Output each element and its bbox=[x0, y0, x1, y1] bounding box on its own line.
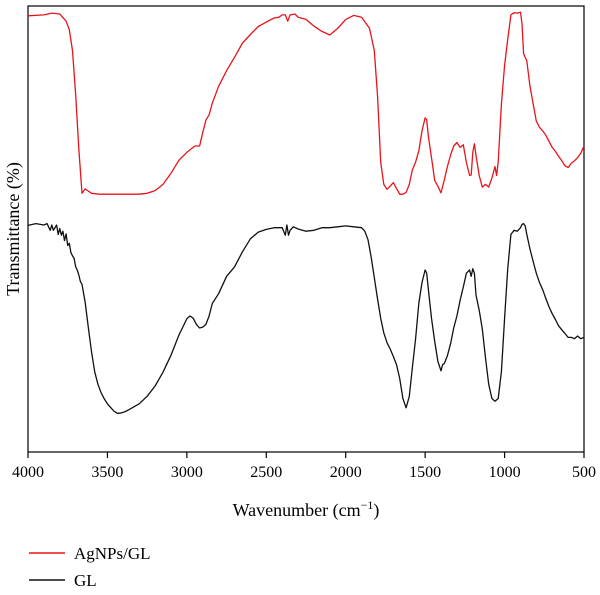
x-axis-title: Wavenumber (cm−1) bbox=[233, 498, 380, 521]
x-axis-tick-labels: 4000 3500 3000 2500 2000 1500 1000 500 bbox=[12, 464, 596, 481]
x-tick-label-2000: 2000 bbox=[330, 464, 362, 481]
x-tick-label-1000: 1000 bbox=[489, 464, 521, 481]
legend: AgNPs/GL GL bbox=[29, 544, 151, 590]
x-tick-label-4000: 4000 bbox=[12, 464, 44, 481]
x-tick-label-3000: 3000 bbox=[171, 464, 203, 481]
x-axis-title-main: Wavenumber (cm bbox=[233, 500, 361, 521]
x-axis-title-superscript: −1 bbox=[361, 498, 374, 512]
x-tick-label-500: 500 bbox=[572, 464, 596, 481]
series-line-agnps-gl bbox=[27, 11, 585, 195]
x-axis-title-close: ) bbox=[373, 500, 379, 521]
x-tick-label-2500: 2500 bbox=[250, 464, 282, 481]
legend-label-gl: GL bbox=[74, 571, 97, 590]
x-tick-label-3500: 3500 bbox=[91, 464, 123, 481]
series-line-gl bbox=[27, 222, 585, 414]
x-tick-label-1500: 1500 bbox=[409, 464, 441, 481]
x-axis-ticks bbox=[27, 452, 585, 458]
y-axis-title: Transmittance (%) bbox=[3, 162, 24, 296]
plot-frame bbox=[27, 5, 585, 453]
legend-label-agnps-gl: AgNPs/GL bbox=[74, 544, 151, 563]
series-lines bbox=[27, 11, 585, 414]
